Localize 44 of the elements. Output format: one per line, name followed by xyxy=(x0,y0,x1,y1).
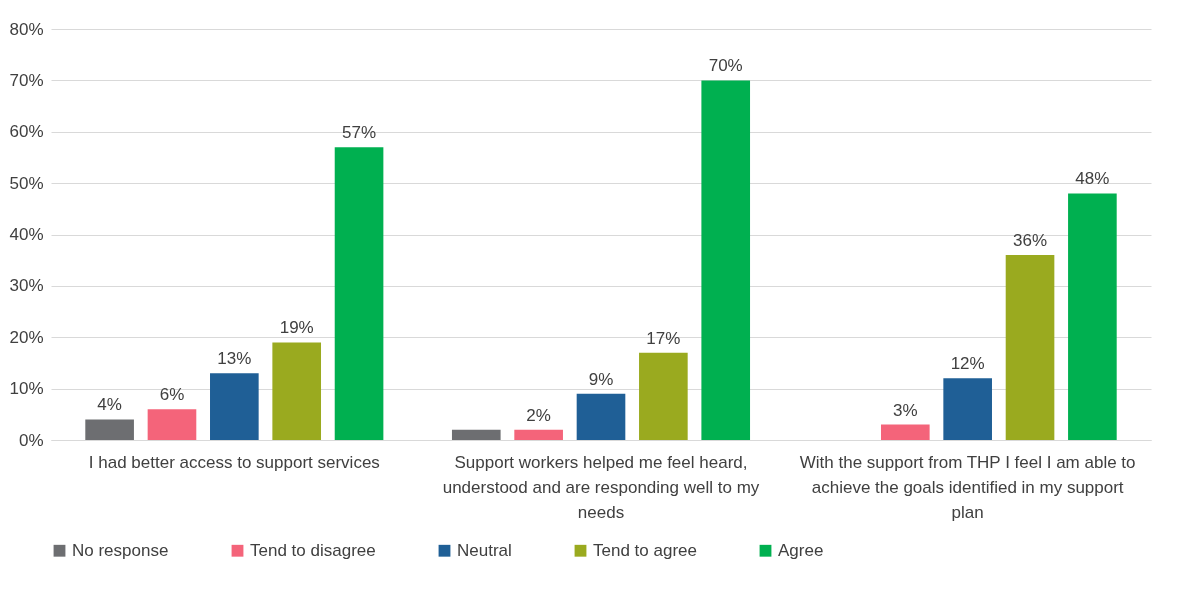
legend-label: No response xyxy=(72,540,169,560)
bar xyxy=(639,352,688,440)
data-label: 57% xyxy=(342,123,377,143)
legend-label: Tend to agree xyxy=(593,540,697,560)
bar xyxy=(576,393,626,440)
bar xyxy=(943,378,992,440)
bar xyxy=(85,419,134,440)
y-tick-label: 10% xyxy=(9,379,44,399)
x-tick-label: With the support from THP I feel I am able to achieve the goals identified in my support plan xyxy=(799,452,1136,522)
data-label: 2% xyxy=(526,405,551,425)
bar xyxy=(210,373,259,440)
data-label: 4% xyxy=(97,395,122,415)
y-tick-label: 20% xyxy=(9,327,44,347)
y-tick-label: 50% xyxy=(9,173,44,193)
bar xyxy=(1068,193,1117,440)
data-label: 36% xyxy=(1013,231,1048,251)
data-label: 19% xyxy=(279,318,314,338)
bar xyxy=(147,409,197,440)
data-label: 17% xyxy=(646,328,681,348)
y-tick-label: 80% xyxy=(9,19,44,39)
legend-label: Neutral xyxy=(457,540,512,560)
bar xyxy=(514,429,563,440)
bar xyxy=(334,147,384,440)
bar xyxy=(272,342,322,440)
data-label: 9% xyxy=(588,369,614,389)
x-tick-label: Support workers helped me feel heard, understood and are responding well to my needs xyxy=(442,452,760,522)
y-tick-label: 40% xyxy=(9,225,44,244)
data-label: 6% xyxy=(159,385,185,405)
data-label: 48% xyxy=(1075,169,1110,189)
y-tick-label: 30% xyxy=(9,276,44,296)
bar xyxy=(701,80,751,440)
y-tick-label: 0% xyxy=(18,430,44,450)
bar xyxy=(451,429,501,440)
data-label: 70% xyxy=(708,56,743,76)
y-tick-label: 60% xyxy=(9,122,44,142)
x-tick-label: I had better access to support services xyxy=(88,452,380,472)
bar xyxy=(1005,255,1055,440)
bar xyxy=(880,424,930,440)
y-tick-label: 70% xyxy=(9,70,44,90)
legend-label: Agree xyxy=(778,540,824,560)
data-label: 3% xyxy=(893,400,918,420)
data-label: 13% xyxy=(217,349,252,369)
legend-label: Tend to disagree xyxy=(250,540,376,560)
data-label: 12% xyxy=(950,354,985,374)
